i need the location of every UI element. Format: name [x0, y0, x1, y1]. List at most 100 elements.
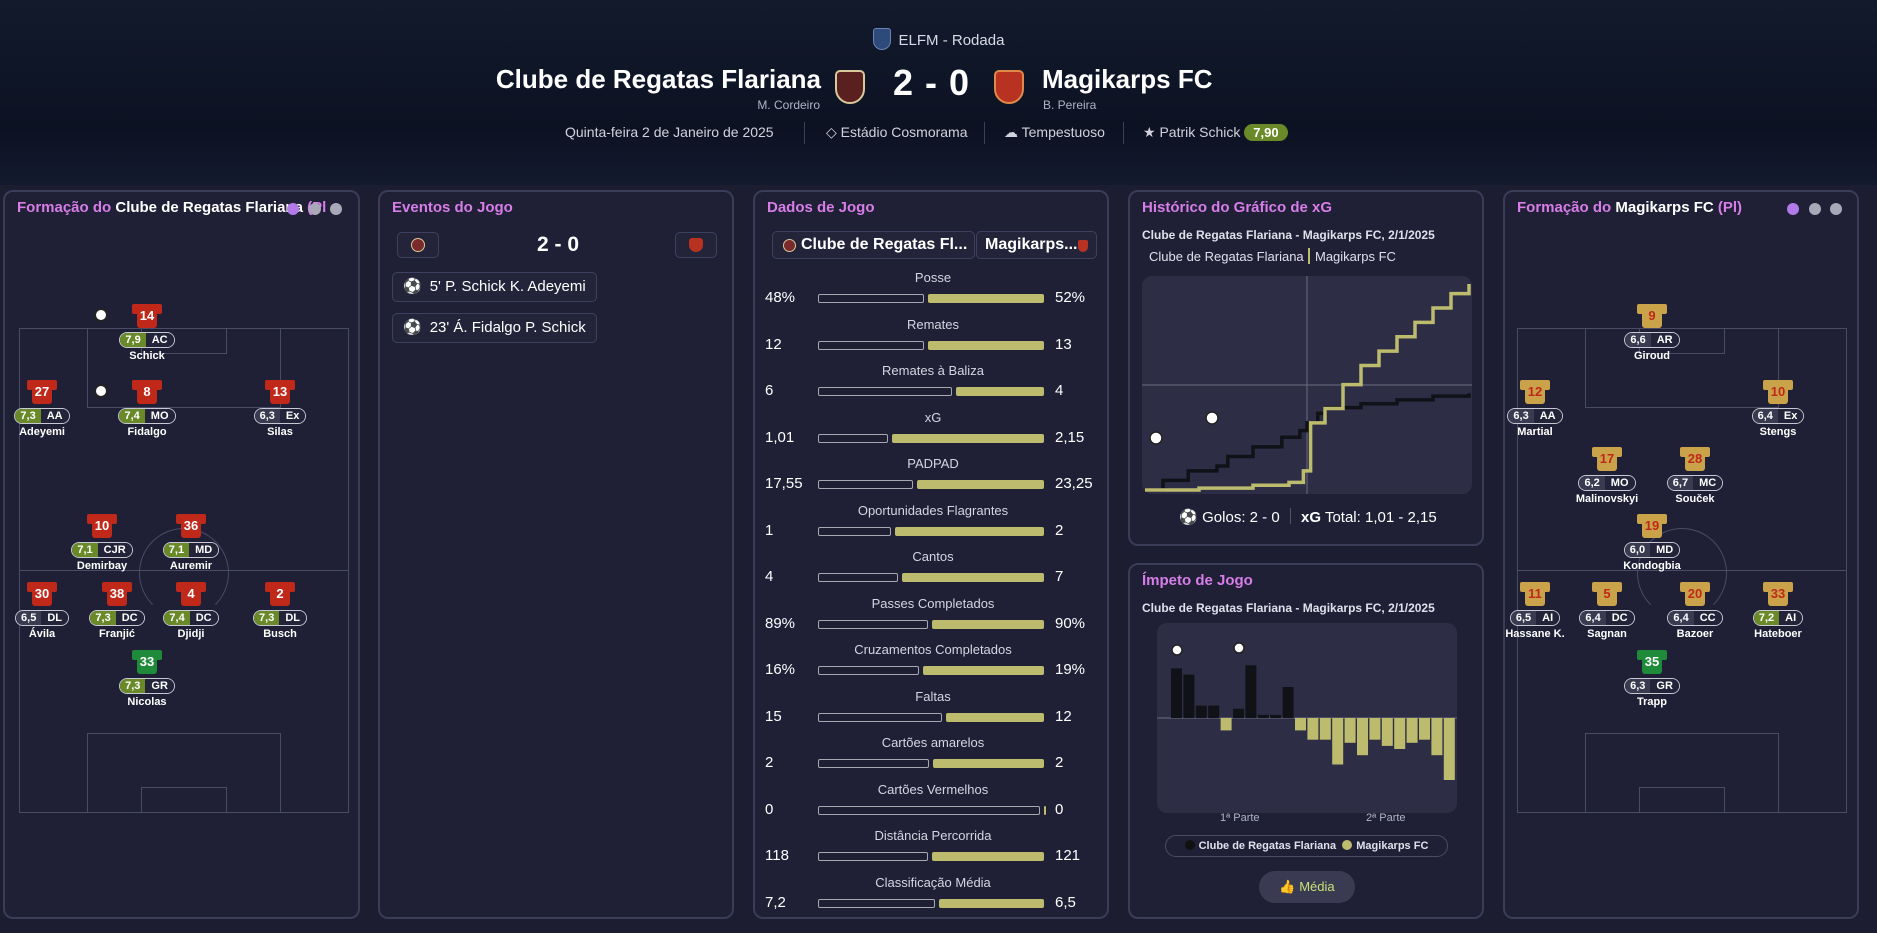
rating-badge: 7,4 MO	[118, 408, 176, 424]
shirt-number: 4	[187, 586, 195, 601]
rating-badge: 7,2 AI	[1752, 610, 1804, 626]
goals-value: 2 - 0	[1249, 509, 1280, 526]
player-card[interactable]: 10 7,1 CJR Demirbay	[57, 512, 147, 572]
shirt-number: 10	[94, 518, 110, 533]
shirt-icon: 35	[1637, 648, 1667, 676]
player-card[interactable]: 35 6,3 GR Trapp	[1607, 648, 1697, 708]
home-crest-small[interactable]	[397, 232, 439, 258]
rating-badge: 7,9 AC	[119, 332, 175, 348]
momentum-bar	[1332, 718, 1344, 765]
momentum-bar	[1319, 718, 1331, 740]
player-name: Franjić	[98, 628, 136, 640]
man-of-the-match[interactable]: ★ Patrik Schick 7,90	[1143, 124, 1288, 141]
legend-home[interactable]: Clube de Regatas Flariana	[1184, 840, 1336, 852]
player-card[interactable]: 4 7,4 DC Djidji	[146, 580, 236, 640]
stat-home-bar	[818, 526, 891, 536]
player-card[interactable]: 17 6,2 MO Malinovskyi	[1562, 445, 1652, 505]
away-coach[interactable]: B. Pereira	[1043, 98, 1097, 112]
player-card[interactable]: 33 7,2 AI Hateboer	[1733, 580, 1823, 640]
stat-away-value: 2	[1055, 521, 1064, 539]
player-card[interactable]: 9 6,6 AR Giroud	[1607, 302, 1697, 362]
stat-away-bar	[923, 666, 1044, 675]
player-card[interactable]: 11 6,5 AI Hassane K.	[1505, 580, 1580, 640]
shirt-icon: 38	[102, 580, 132, 608]
home-crest-icon	[411, 238, 425, 252]
rating-value: 7,4	[119, 409, 145, 423]
away-crest-icon[interactable]	[994, 70, 1024, 104]
player-card[interactable]: 30 6,5 DL Ávila	[5, 580, 87, 640]
rating-value: 7,3	[90, 611, 116, 625]
xg-legend-home[interactable]: Clube de Regatas Flariana	[1149, 249, 1304, 264]
stat-away-bar	[892, 433, 1044, 443]
shirt-icon: 12	[1520, 378, 1550, 406]
home-team-name[interactable]: Clube de Regatas Flariana	[495, 64, 821, 94]
away-crest-small[interactable]	[675, 232, 717, 258]
player-card[interactable]: 2 7,3 DL Busch	[235, 580, 325, 640]
rating-value: 6,5	[1510, 611, 1537, 625]
stat-label: xG	[924, 409, 942, 425]
stat-home-bar	[818, 852, 928, 861]
event-item[interactable]: ⚽ 5' P. Schick K. Adeyemi	[392, 272, 597, 302]
divider	[804, 122, 805, 144]
stadium[interactable]: ◇ Estádio Cosmorama	[826, 124, 968, 141]
position-label: DC	[189, 611, 218, 625]
player-card[interactable]: 27 7,3 AA Adeyemi	[5, 378, 87, 438]
player-card[interactable]: 36 7,1 MD Auremir	[146, 512, 236, 572]
player-name: Hassane K.	[1505, 628, 1565, 640]
event-item[interactable]: ⚽ 23' Á. Fidalgo P. Schick	[392, 313, 597, 343]
goal-icon: ⚽	[403, 319, 422, 336]
stat-label: Remates à Baliza	[882, 363, 984, 378]
player-card[interactable]: 33 7,3 GR Nicolas	[102, 648, 192, 708]
rating-value: 6,4	[1580, 611, 1606, 625]
view-dot-1[interactable]	[1787, 203, 1799, 215]
player-card[interactable]: 28 6,7 MC Souček	[1650, 445, 1740, 505]
shirt-number: 19	[1644, 518, 1660, 533]
tab-home-team[interactable]: Clube de Regatas Fl...	[772, 231, 975, 259]
football-icon: ⚽	[1179, 509, 1198, 526]
view-dot-3[interactable]	[1830, 203, 1842, 215]
player-card[interactable]: 20 6,4 CC Bazoer	[1650, 580, 1740, 640]
momentum-bar	[1208, 705, 1220, 718]
star-icon: ★	[1143, 124, 1156, 140]
momentum-bar	[1257, 714, 1269, 718]
shirt-number: 9	[1648, 308, 1656, 323]
view-dot-2[interactable]	[309, 203, 321, 215]
position-label: Ex	[1777, 409, 1804, 423]
away-team-name[interactable]: Magikarps FC	[1042, 64, 1213, 94]
rating-value: 6,3	[1625, 679, 1651, 693]
weather-name: Tempestuoso	[1021, 124, 1105, 140]
player-card[interactable]: 12 6,3 AA Martial	[1505, 378, 1580, 438]
player-card[interactable]: 38 7,3 DC Franjić	[72, 580, 162, 640]
stat-home-value: 118	[765, 847, 789, 864]
player-card[interactable]: 14 7,9 AC Schick	[94, 302, 192, 362]
competition[interactable]: ELFM - Rodada	[0, 28, 1877, 50]
momentum-bar	[1406, 718, 1418, 743]
legend-away[interactable]: Magikarps FC	[1342, 840, 1428, 852]
player-card[interactable]: 19 6,0 MD Kondogbia	[1607, 512, 1697, 572]
momentum-chart	[1157, 642, 1457, 780]
xg-legend-away[interactable]: Magikarps FC	[1315, 249, 1396, 264]
average-button[interactable]: 👍 Média	[1259, 871, 1355, 903]
stat-home-value: 4	[765, 568, 774, 585]
stat-away-bar	[932, 619, 1044, 629]
home-formation-panel: Formação do Clube de Regatas Flariana (P…	[3, 190, 360, 919]
rating-value: 7,2	[1753, 611, 1780, 625]
home-coach[interactable]: M. Cordeiro	[757, 98, 820, 112]
home-crest-icon[interactable]	[835, 70, 865, 104]
view-dot-1[interactable]	[287, 203, 299, 215]
player-card[interactable]: 5 6,4 DC Sagnan	[1562, 580, 1652, 640]
momentum-bar	[1357, 718, 1368, 756]
player-card[interactable]: 13 6,3 Ex Silas	[235, 378, 325, 438]
shirt-number: 5	[1603, 586, 1611, 601]
player-card[interactable]: 10 6,4 Ex Stengs	[1733, 378, 1823, 438]
tab-away-team[interactable]: Magikarps...	[976, 231, 1097, 259]
player-card[interactable]: 8 7,4 MO Fidalgo	[94, 378, 192, 438]
rating-badge: 6,5 DL	[15, 610, 69, 626]
view-dot-3[interactable]	[330, 203, 342, 215]
stat-away-value: 19%	[1055, 661, 1086, 678]
momentum-bar	[1183, 674, 1195, 718]
divider	[1123, 122, 1124, 144]
view-dot-2[interactable]	[1809, 203, 1821, 215]
player-name: Trapp	[1637, 696, 1667, 708]
player-name: Adeyemi	[19, 426, 65, 438]
